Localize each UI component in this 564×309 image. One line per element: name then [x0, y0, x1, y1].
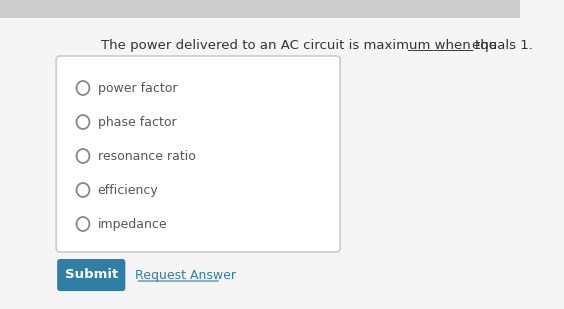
Text: __________: __________	[407, 39, 474, 52]
FancyBboxPatch shape	[57, 259, 125, 291]
Text: impedance: impedance	[98, 218, 168, 231]
FancyBboxPatch shape	[0, 0, 520, 18]
Text: equals 1.: equals 1.	[472, 39, 533, 52]
Text: resonance ratio: resonance ratio	[98, 150, 196, 163]
Text: efficiency: efficiency	[98, 184, 158, 197]
FancyBboxPatch shape	[56, 56, 340, 252]
Text: Submit: Submit	[65, 269, 118, 281]
Text: phase factor: phase factor	[98, 116, 177, 129]
Text: Request Answer: Request Answer	[135, 269, 236, 281]
Text: The power delivered to an AC circuit is maximum when the: The power delivered to an AC circuit is …	[102, 39, 497, 52]
Text: power factor: power factor	[98, 82, 177, 95]
